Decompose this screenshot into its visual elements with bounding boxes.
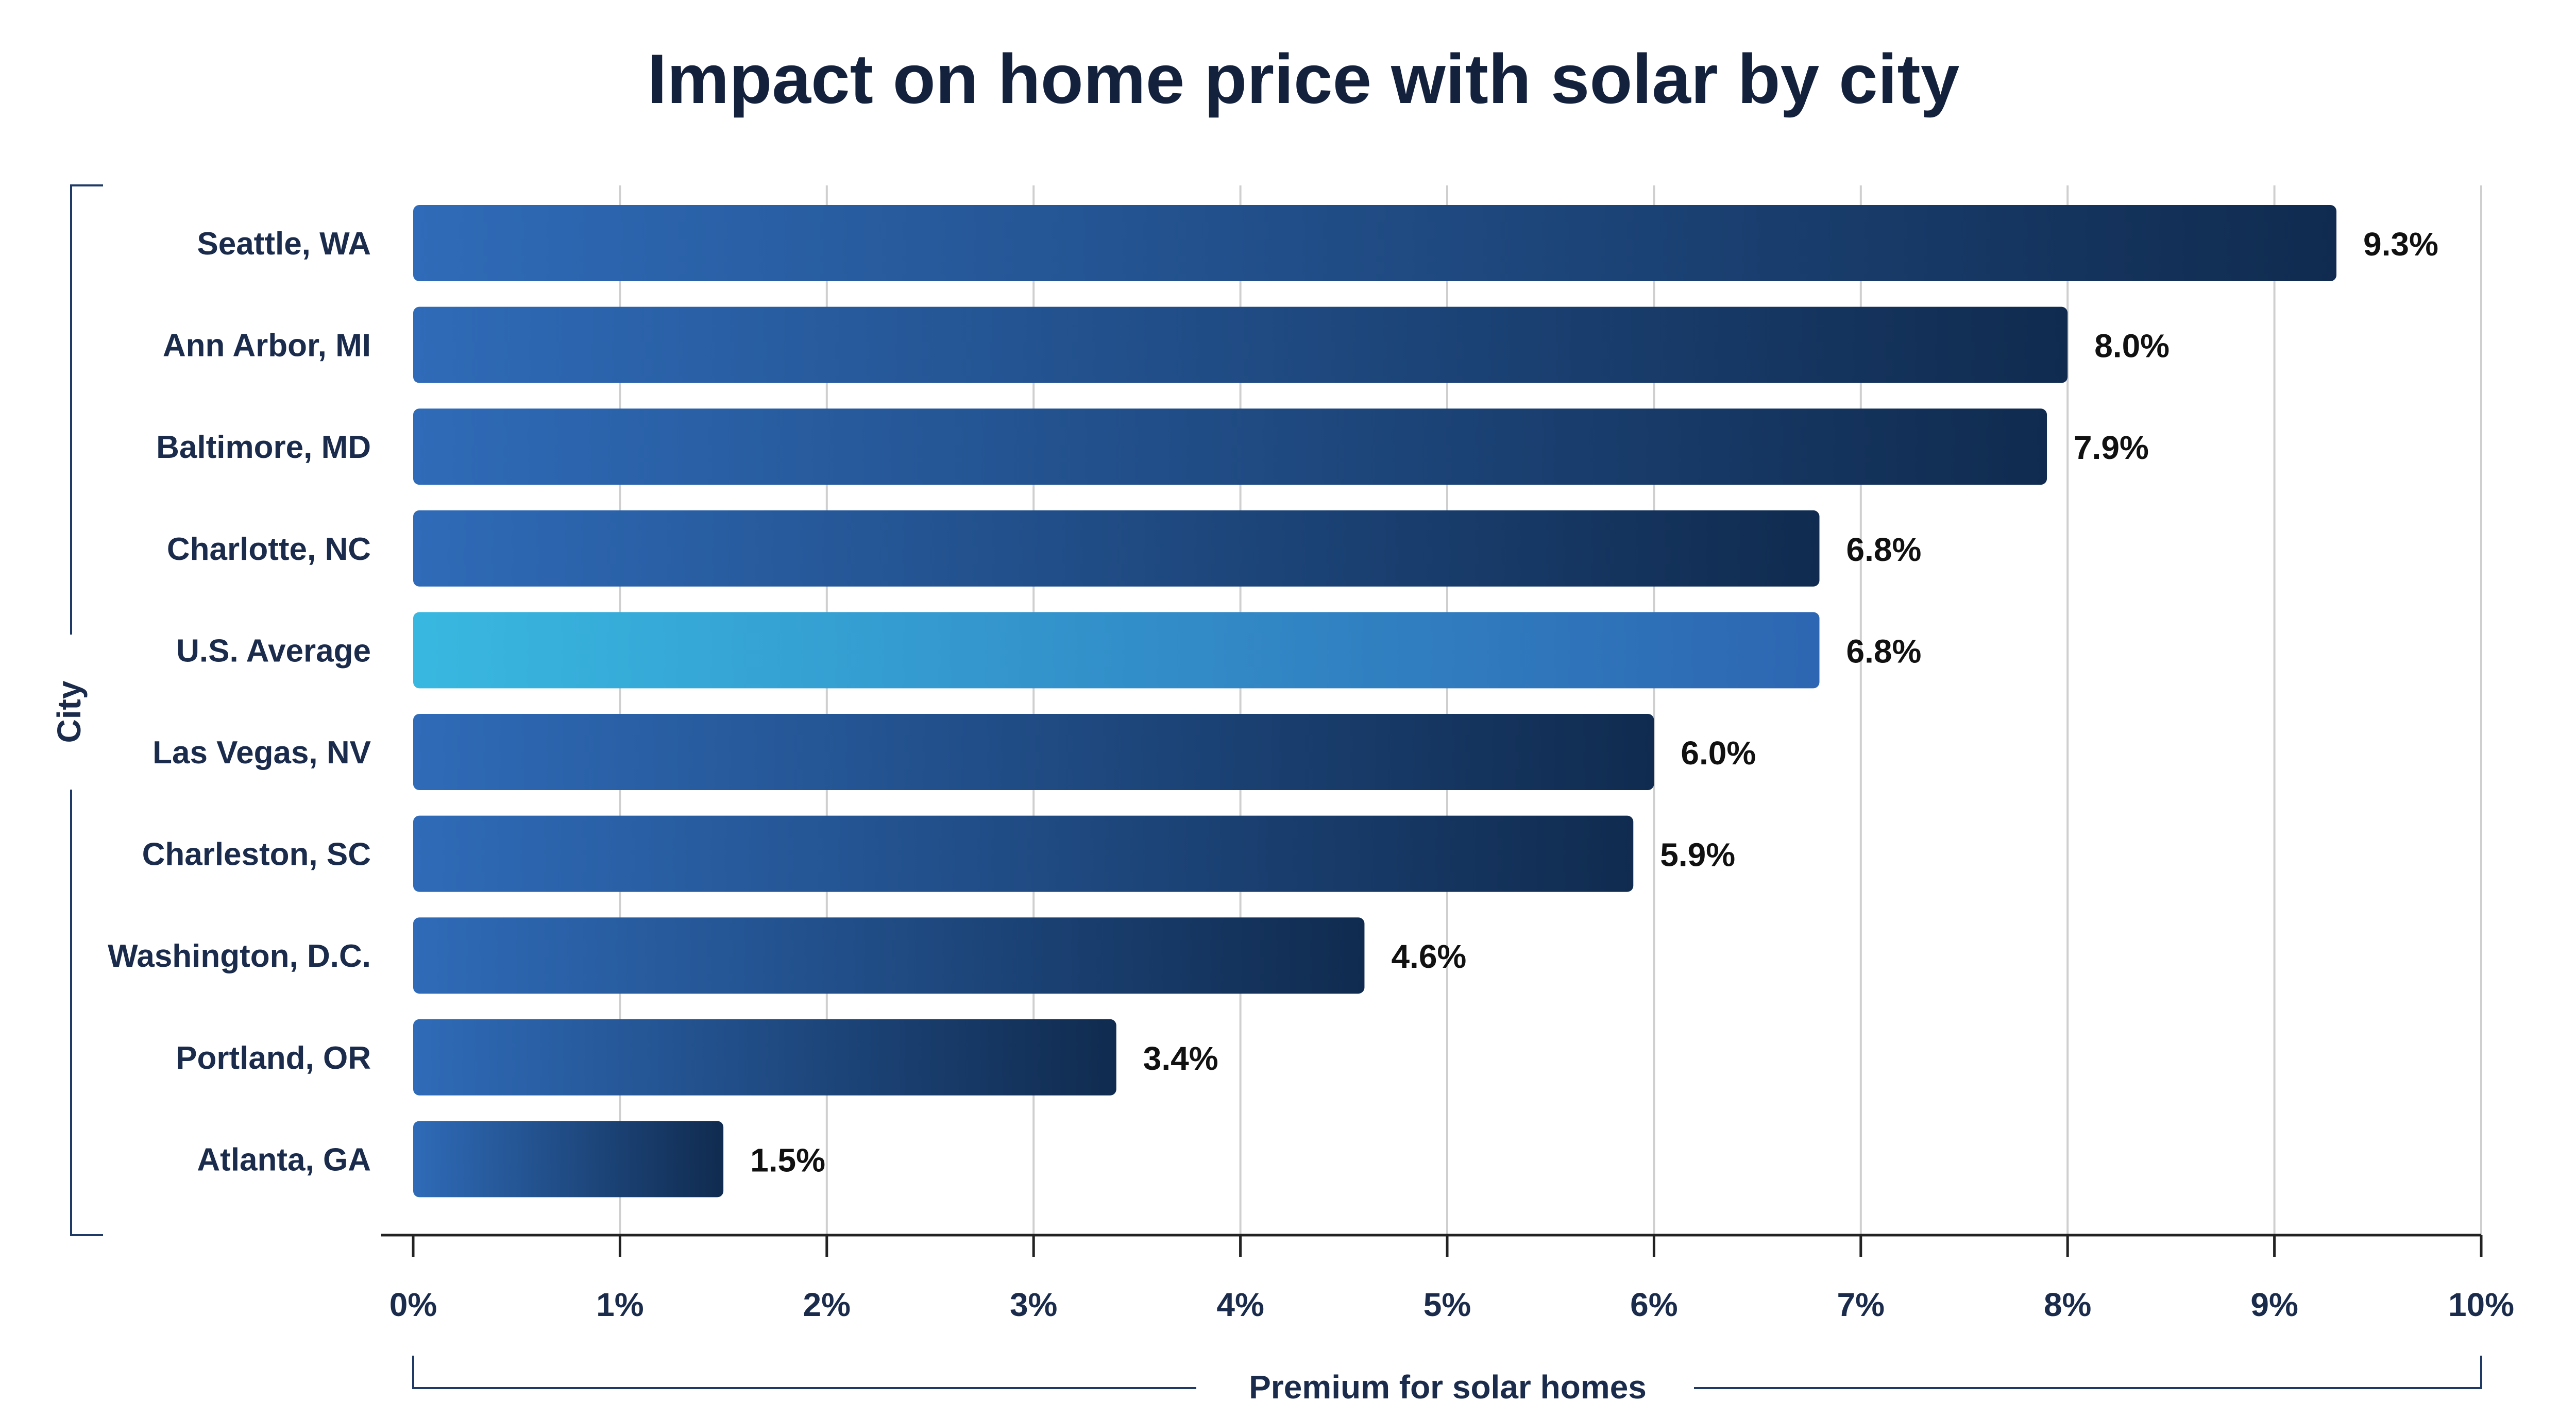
x-tick-label: 10%: [2448, 1286, 2514, 1323]
x-tick-label: 0%: [389, 1286, 437, 1323]
category-label: Ann Arbor, MI: [163, 328, 371, 364]
value-label: 8.0%: [2094, 328, 2170, 365]
bar: [413, 306, 2068, 383]
value-label: 4.6%: [1391, 938, 1466, 975]
category-label: Las Vegas, NV: [152, 735, 371, 771]
chart-title: Impact on home price with solar by city: [648, 40, 1960, 118]
y-bracket-bottom: [70, 790, 103, 1236]
x-tick-labels: 0% 1% 2% 3% 4% 5% 6% 7% 8% 9% 10%: [389, 1286, 2514, 1323]
x-bracket-right: [1694, 1356, 2482, 1389]
bar: [413, 510, 1820, 587]
bar: [413, 714, 1654, 790]
value-labels: 9.3% 8.0% 7.9% 6.8% 6.8% 6.0% 5.9% 4.6% 3.4% 1.5%: [750, 226, 2438, 1178]
y-bracket-top: [70, 184, 103, 635]
category-label: Charlotte, NC: [167, 532, 371, 567]
value-label: 9.3%: [2363, 226, 2438, 263]
category-label: Portland, OR: [176, 1040, 371, 1076]
bar: [413, 917, 1365, 994]
value-label: 6.8%: [1846, 632, 1922, 670]
y-axis-title: City: [50, 680, 88, 743]
category-labels: Seattle, WA Ann Arbor, MI Baltimore, MD Cha…: [108, 226, 371, 1177]
bar: [413, 1019, 1116, 1096]
category-label: Charleston, SC: [142, 837, 371, 873]
category-label: Seattle, WA: [197, 226, 371, 262]
x-tick-label: 1%: [596, 1286, 644, 1323]
value-label: 7.9%: [2074, 429, 2149, 466]
x-axis-title: Premium for solar homes: [1249, 1369, 1647, 1406]
x-axis: [381, 1234, 2483, 1257]
x-tick-label: 2%: [803, 1286, 851, 1323]
x-tick-label: 9%: [2250, 1286, 2298, 1323]
bar: [413, 1121, 724, 1198]
x-axis-bracket: [412, 1356, 2482, 1389]
bar-highlight: [413, 612, 1820, 689]
category-label: Washington, D.C.: [108, 938, 371, 974]
x-tick-label: 8%: [2044, 1286, 2092, 1323]
bar: [413, 205, 2337, 281]
x-tick-label: 7%: [1837, 1286, 1885, 1323]
x-bracket-left: [412, 1356, 1196, 1389]
bar: [413, 815, 1634, 892]
x-tick-label: 3%: [1010, 1286, 1058, 1323]
x-tick-label: 5%: [1423, 1286, 1471, 1323]
category-label: U.S. Average: [176, 633, 371, 669]
x-tick-label: 4%: [1216, 1286, 1264, 1323]
bar: [413, 408, 2047, 485]
bars: [413, 205, 2337, 1198]
value-label: 6.8%: [1846, 531, 1922, 568]
value-label: 3.4%: [1143, 1040, 1218, 1077]
y-axis-bracket: [70, 184, 103, 1236]
value-label: 5.9%: [1660, 836, 1735, 874]
value-label: 6.0%: [1681, 734, 1756, 772]
category-label: Atlanta, GA: [197, 1142, 371, 1177]
value-label: 1.5%: [750, 1141, 825, 1178]
x-tick-label: 6%: [1630, 1286, 1678, 1323]
category-label: Baltimore, MD: [156, 430, 371, 465]
